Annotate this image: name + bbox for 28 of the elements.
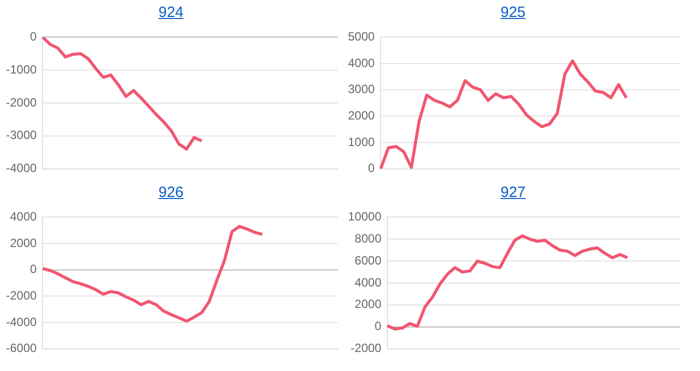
y-tick-label: -6000 [6, 341, 38, 356]
y-tick-label: 8000 [354, 231, 382, 246]
chart-title: 926 [158, 183, 184, 203]
y-tick-label: 0 [374, 319, 382, 334]
y-tick-label: 4000 [348, 56, 376, 70]
y-tick-label: 5000 [348, 30, 376, 44]
y-tick-label: 0 [368, 161, 376, 176]
y-tick-label: -2000 [6, 95, 38, 110]
y-tick-label: 2000 [10, 236, 38, 250]
y-tick-label: -2000 [350, 341, 382, 356]
y-tick-label: 1000 [348, 134, 376, 149]
y-tick-label: 10000 [348, 210, 382, 224]
y-tick-label: 2000 [354, 297, 382, 312]
y-tick-label: -3000 [6, 128, 38, 142]
chart-title: 925 [500, 3, 526, 23]
y-tick-label: -4000 [6, 161, 38, 176]
y-tick-label: 0 [30, 30, 38, 44]
y-tick-label: 4000 [354, 275, 382, 290]
y-tick-label: -1000 [6, 62, 38, 76]
y-tick-label: 4000 [10, 210, 38, 224]
y-tick-label: -2000 [6, 288, 38, 302]
chart-title: 924 [158, 3, 184, 23]
y-tick-label: -4000 [6, 314, 38, 329]
y-tick-label: 2000 [348, 108, 376, 122]
y-tick-label: 0 [30, 262, 38, 276]
chart-title: 927 [500, 183, 526, 203]
y-tick-label: 3000 [348, 82, 376, 96]
y-tick-label: 6000 [354, 253, 382, 268]
